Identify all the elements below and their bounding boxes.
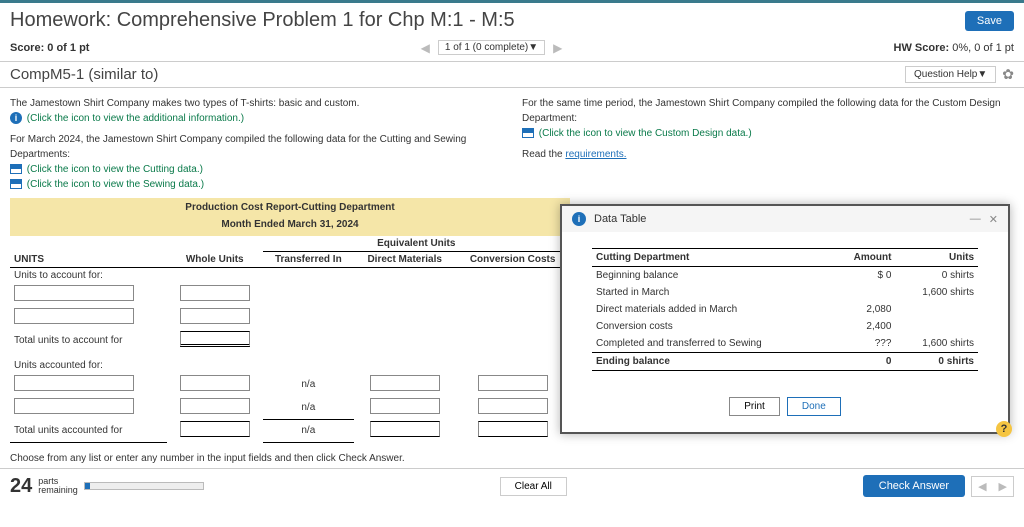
value-input[interactable]	[370, 398, 440, 414]
total-account-label: Total units to account for	[10, 329, 167, 352]
row-label: Conversion costs	[592, 318, 832, 335]
units-header: Units	[895, 249, 978, 267]
row-amount: 2,080	[832, 301, 895, 318]
value-input[interactable]	[370, 375, 440, 391]
print-button[interactable]: Print	[729, 397, 780, 416]
row-label: Started in March	[592, 284, 832, 301]
close-icon[interactable]: ✕	[989, 213, 998, 226]
units-accounted-label: Units accounted for:	[10, 352, 167, 373]
na-cell: n/a	[263, 396, 355, 419]
data-table-dialog: i Data Table — ✕ Cutting DepartmentAmount…	[560, 204, 1010, 434]
row-label: Direct materials added in March	[592, 301, 832, 318]
value-input[interactable]	[478, 398, 548, 414]
prev-question-arrow[interactable]: ◀	[417, 41, 434, 55]
row-label-input[interactable]	[14, 375, 134, 391]
col-cc: Conversion Costs	[455, 252, 570, 268]
parts-count: 24	[10, 475, 32, 498]
homework-title: Homework: Comprehensive Problem 1 for Ch…	[10, 9, 515, 32]
table-icon[interactable]	[522, 128, 534, 138]
row-label: Ending balance	[592, 353, 832, 371]
row-amount: 2,400	[832, 318, 895, 335]
value-input[interactable]	[478, 375, 548, 391]
additional-info-link[interactable]: (Click the icon to view the additional i…	[27, 113, 244, 124]
prev-arrow[interactable]: ◀	[972, 477, 992, 496]
value-input[interactable]	[180, 375, 250, 391]
save-button[interactable]: Save	[965, 11, 1014, 31]
na-cell: n/a	[263, 419, 355, 442]
progress-bar	[84, 482, 204, 490]
value-input[interactable]	[180, 398, 250, 414]
problem-text-3: For the same time period, the Jamestown …	[522, 96, 1014, 126]
na-cell: n/a	[263, 373, 355, 396]
eq-units-header: Equivalent Units	[263, 236, 570, 252]
custom-design-link[interactable]: (Click the icon to view the Custom Desig…	[539, 128, 752, 139]
value-input[interactable]	[180, 331, 250, 347]
value-input[interactable]	[180, 285, 250, 301]
total-accounted-label: Total units accounted for	[10, 419, 167, 442]
row-label: Beginning balance	[592, 267, 832, 285]
problem-text-2: For March 2024, the Jamestown Shirt Comp…	[10, 132, 502, 162]
dept-header: Cutting Department	[592, 249, 832, 267]
row-units: 1,600 shirts	[895, 284, 978, 301]
units-account-for-label: Units to account for:	[10, 268, 167, 284]
row-amount: 0	[832, 353, 895, 371]
row-amount	[832, 284, 895, 301]
table-icon[interactable]	[10, 179, 22, 189]
dialog-title: Data Table	[594, 213, 646, 225]
row-label-input[interactable]	[14, 308, 134, 324]
requirements-link[interactable]: requirements.	[565, 149, 626, 160]
check-answer-button[interactable]: Check Answer	[863, 475, 965, 497]
instructions-text: Choose from any list or enter any number…	[0, 443, 1024, 468]
table-icon[interactable]	[10, 164, 22, 174]
value-input[interactable]	[370, 421, 440, 437]
minimize-icon[interactable]: —	[970, 213, 981, 226]
help-icon[interactable]: ?	[996, 421, 1012, 437]
question-id: CompM5-1 (similar to)	[10, 66, 158, 83]
row-units: 0 shirts	[895, 353, 978, 371]
sewing-data-link[interactable]: (Click the icon to view the Sewing data.…	[27, 179, 204, 190]
problem-text-1: The Jamestown Shirt Company makes two ty…	[10, 96, 502, 111]
gear-icon[interactable]: ✿	[1002, 66, 1014, 83]
value-input[interactable]	[180, 308, 250, 324]
row-amount: $ 0	[832, 267, 895, 285]
row-label-input[interactable]	[14, 398, 134, 414]
report-subtitle: Month Ended March 31, 2024	[10, 217, 570, 236]
next-question-arrow[interactable]: ▶	[549, 41, 566, 55]
units-header: UNITS	[10, 252, 167, 268]
question-help-button[interactable]: Question Help ▼	[905, 66, 996, 83]
amount-header: Amount	[832, 249, 895, 267]
question-nav-dropdown[interactable]: 1 of 1 (0 complete) ▼	[438, 40, 545, 55]
row-units	[895, 301, 978, 318]
value-input[interactable]	[478, 421, 548, 437]
row-label: Completed and transferred to Sewing	[592, 335, 832, 353]
row-units	[895, 318, 978, 335]
info-icon: i	[572, 212, 586, 226]
read-req-text: Read the	[522, 149, 565, 160]
report-title: Production Cost Report-Cutting Departmen…	[10, 198, 570, 217]
row-amount: ???	[832, 335, 895, 353]
score-left: Score: 0 of 1 pt	[10, 42, 89, 54]
next-arrow[interactable]: ▶	[993, 477, 1013, 496]
col-whole: Whole Units	[167, 252, 263, 268]
row-units: 0 shirts	[895, 267, 978, 285]
info-icon[interactable]: i	[10, 112, 22, 124]
value-input[interactable]	[180, 421, 250, 437]
col-dm: Direct Materials	[354, 252, 455, 268]
clear-all-button[interactable]: Clear All	[500, 477, 567, 496]
done-button[interactable]: Done	[787, 397, 841, 416]
row-units: 1,600 shirts	[895, 335, 978, 353]
col-ti: Transferred In	[263, 252, 355, 268]
row-label-input[interactable]	[14, 285, 134, 301]
hw-score: HW Score: 0%, 0 of 1 pt	[894, 42, 1014, 54]
cutting-data-link[interactable]: (Click the icon to view the Cutting data…	[27, 164, 203, 175]
